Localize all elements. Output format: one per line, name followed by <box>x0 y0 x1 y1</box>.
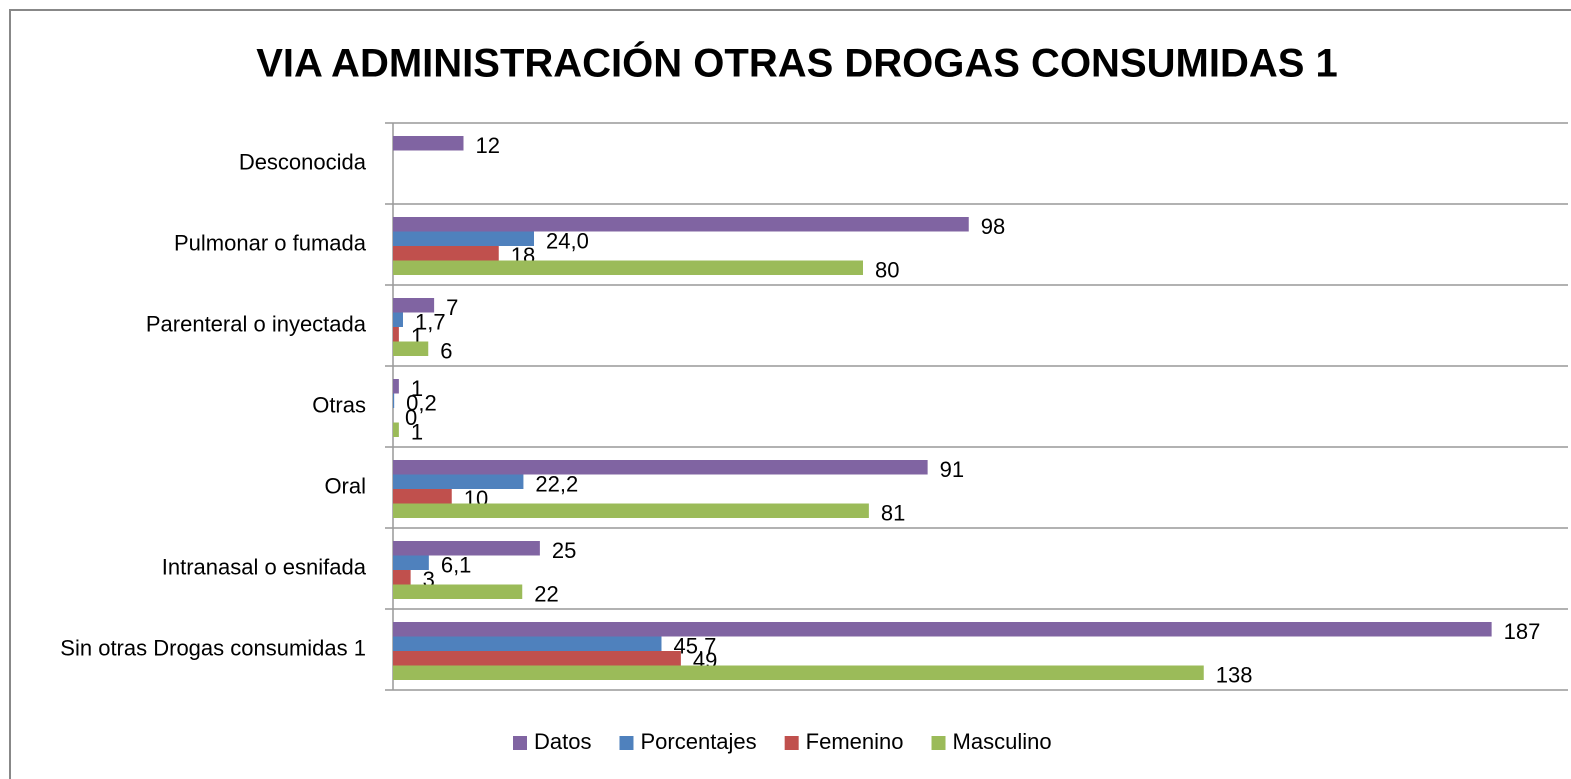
data-label: 1 <box>411 376 423 401</box>
data-label: 187 <box>1504 619 1541 644</box>
category-label: Otras <box>312 392 366 417</box>
data-label: 98 <box>981 214 1005 239</box>
legend-label: Porcentajes <box>640 729 756 754</box>
bar <box>393 298 435 313</box>
bar <box>393 393 395 408</box>
bar <box>393 503 869 518</box>
category-label: Desconocida <box>239 149 367 174</box>
legend-swatch <box>784 736 799 750</box>
data-label: 1 <box>411 420 423 445</box>
bar <box>393 474 524 489</box>
bar <box>393 555 429 570</box>
category-label: Intranasal o esnifada <box>162 554 367 579</box>
bar <box>393 622 1492 637</box>
data-label: 6 <box>440 339 452 364</box>
chart-title: VIA ADMINISTRACIÓN OTRAS DROGAS CONSUMID… <box>256 40 1338 86</box>
legend-swatch <box>513 736 527 750</box>
bar <box>393 584 523 599</box>
legend-label: Femenino <box>806 729 904 754</box>
data-label: 81 <box>881 501 905 526</box>
category-label: Oral <box>324 473 366 498</box>
bar <box>393 260 863 275</box>
data-label: 22 <box>534 582 558 607</box>
data-label: 7 <box>446 295 458 320</box>
data-label: 80 <box>875 258 899 283</box>
data-label: 22,2 <box>535 472 578 497</box>
legend-label: Datos <box>534 729 591 754</box>
data-label: 0,2 <box>406 391 437 416</box>
data-label: 25 <box>552 538 576 563</box>
data-label: 6,1 <box>441 553 472 578</box>
data-label: 138 <box>1216 663 1253 688</box>
bar <box>393 651 681 666</box>
category-label: Pulmonar o fumada <box>174 230 367 255</box>
bar <box>393 231 534 246</box>
legend-label: Masculino <box>953 729 1052 754</box>
bar <box>393 460 928 475</box>
bar <box>393 489 452 504</box>
bar <box>393 246 499 261</box>
bar <box>393 636 662 651</box>
data-label: 12 <box>476 133 500 158</box>
bar <box>393 665 1204 680</box>
bar <box>393 541 540 556</box>
bar <box>393 136 464 151</box>
legend-swatch <box>619 736 634 750</box>
category-label: Sin otras Drogas consumidas 1 <box>60 635 366 660</box>
data-label: 91 <box>940 457 964 482</box>
bar <box>393 422 399 437</box>
bar <box>393 570 411 585</box>
bar <box>393 327 399 342</box>
bar <box>393 217 969 232</box>
bar <box>393 312 403 327</box>
category-label: Parenteral o inyectada <box>146 311 367 336</box>
chart-border <box>9 9 1571 779</box>
data-label: 1,7 <box>415 310 446 335</box>
data-label: 24,0 <box>546 229 589 254</box>
data-label: 0 <box>405 405 417 430</box>
bar <box>393 341 429 356</box>
bar <box>393 379 399 394</box>
legend-swatch <box>931 736 946 750</box>
